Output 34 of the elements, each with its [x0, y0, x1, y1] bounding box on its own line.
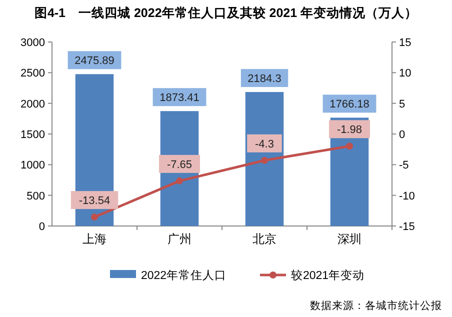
- data-label: -1.98: [336, 124, 362, 136]
- data-label: -13.54: [78, 195, 110, 208]
- y2-tick-label: -5: [399, 160, 409, 172]
- data-label: -7.65: [166, 158, 192, 171]
- legend-label: 2022年常住人口: [141, 269, 227, 282]
- y2-tick-label: 5: [399, 98, 406, 110]
- y-tick-label: 1000: [20, 160, 45, 172]
- point: [346, 142, 353, 150]
- y2-tick-label: -15: [399, 221, 415, 233]
- y2-tick-label: 10: [399, 68, 412, 80]
- x-tick-label: 深圳: [338, 232, 362, 246]
- point: [261, 156, 268, 164]
- data-label: 1766.18: [330, 98, 370, 111]
- y-tick-label: 0: [38, 221, 45, 233]
- y-tick-label: 2000: [20, 98, 45, 110]
- y-tick-label: 2500: [20, 68, 45, 80]
- legend-label: 较2021年变动: [291, 268, 365, 282]
- chart-title: 图4-1 一线四城 2022年常住人口及其较 2021 年变动情况（万人）: [34, 5, 418, 20]
- point: [91, 214, 98, 221]
- x-tick-label: 北京: [252, 232, 276, 246]
- data-label: 1873.41: [160, 92, 200, 104]
- y-tick-label: 3000: [20, 37, 45, 49]
- data-label: 2184.3: [248, 73, 282, 86]
- y2-tick-label: 15: [399, 37, 412, 49]
- source-note: 数据来源：各城市统计公报: [310, 299, 442, 312]
- x-tick-label: 上海: [82, 232, 106, 246]
- point: [176, 177, 183, 184]
- data-label: -4.3: [255, 138, 274, 150]
- x-tick-label: 广州: [168, 232, 192, 246]
- y2-tick-label: -10: [399, 190, 415, 202]
- y2-tick-label: 0: [399, 129, 406, 141]
- data-label: 2475.89: [74, 55, 114, 68]
- y-tick-label: 1500: [20, 129, 45, 141]
- y-tick-label: 500: [26, 190, 45, 202]
